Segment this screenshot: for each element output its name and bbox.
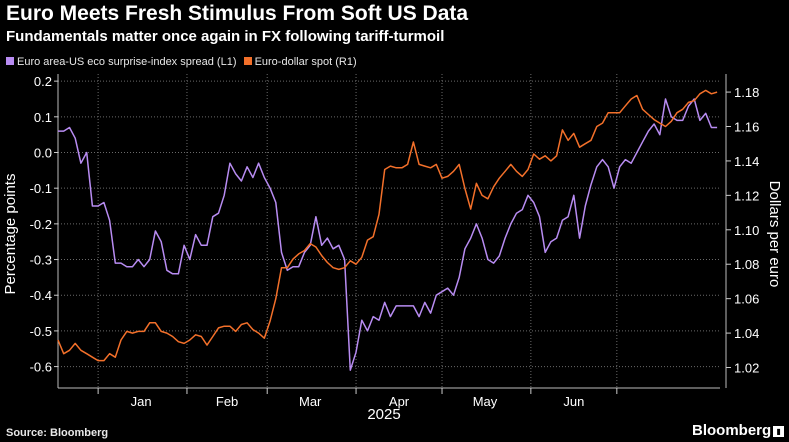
y-tick-label-left: -0.4 [30,288,52,303]
legend-swatch-surprise-spread [6,57,14,65]
x-tick-label: May [473,394,498,409]
y-tick-label-right: 1.10 [734,223,759,238]
legend-swatch-eurusd [243,57,252,65]
series-line-surprise-spread [58,98,718,371]
y-tick-label-right: 1.14 [734,154,759,169]
chart-subtitle: Fundamentals matter once again in FX fol… [6,28,445,45]
legend-label-surprise-spread: Euro area-US eco surprise-index spread (… [17,56,237,68]
legend-label-eurusd: Euro-dollar spot (R1) [254,56,357,68]
y-tick-label-right: 1.16 [734,120,759,135]
brand-name: Bloomberg [692,422,772,439]
y-tick-label-left: 0.2 [34,74,52,89]
chart-title: Euro Meets Fresh Stimulus From Soft US D… [6,2,469,25]
gridlines [58,74,720,388]
axis-ticks: 0.2 0.1 0.0 -0.1 -0.2 -0.3 -0.4 -0.5 -0.6 1.18 1.1… [30,74,760,409]
y-tick-label-right: 1.06 [734,292,759,307]
y-axis-left-label: Percentage points [2,174,19,295]
legend-item-eurusd: Euro-dollar spot (R1) [243,56,357,68]
x-axis-label: 2025 [367,406,400,423]
y-tick-label-left: 0.0 [34,146,52,161]
y-tick-label-left: -0.5 [30,324,52,339]
y-tick-label-left: -0.3 [30,253,52,268]
y-tick-label-right: 1.18 [734,85,759,100]
x-tick-label: Feb [216,394,238,409]
brand-chart-icon: ▮ [773,426,785,437]
y-axis-right-label: Dollars per euro [766,181,783,288]
x-tick-label: Jun [563,394,584,409]
legend: Euro area-US eco surprise-index spread (… [6,56,361,68]
legend-item-surprise-spread: Euro area-US eco surprise-index spread (… [6,56,237,68]
series-line-eurusd [57,89,718,362]
plot-frame [57,74,727,389]
y-tick-label-right: 1.12 [734,188,759,203]
source-note: Source: Bloomberg [6,427,109,439]
y-tick-label-right: 1.04 [734,326,759,341]
x-tick-label: Apr [389,394,410,409]
y-tick-label-left: -0.6 [30,360,52,375]
y-tick-label-right: 1.02 [734,361,759,376]
series-lines [57,89,718,371]
x-tick-label: Mar [299,394,322,409]
y-tick-label-right: 1.08 [734,257,759,272]
y-tick-label-left: 0.1 [34,110,52,125]
x-tick-label: Jan [131,394,152,409]
y-tick-label-left: -0.1 [30,181,52,196]
brand-logo: Bloomberg ▮ [692,422,785,439]
y-tick-label-left: -0.2 [30,217,52,232]
